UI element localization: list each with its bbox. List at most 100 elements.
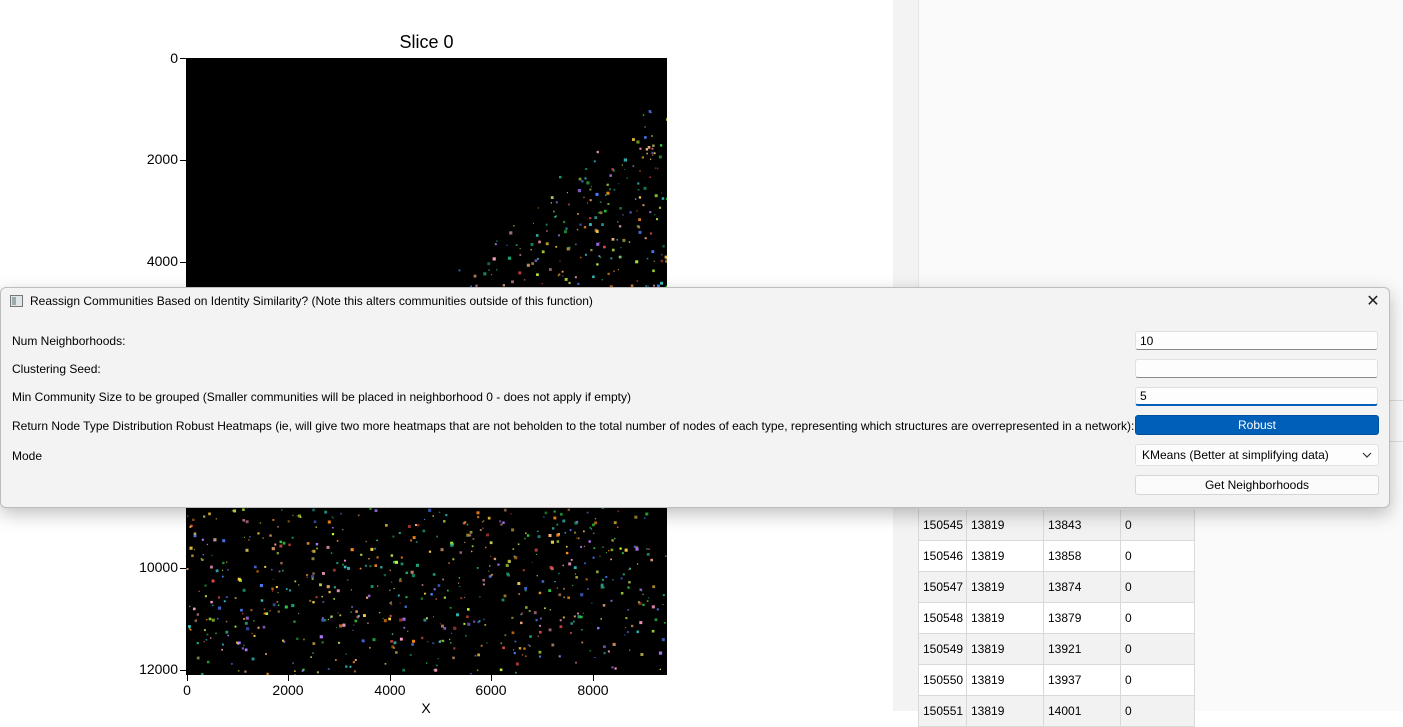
table-cell[interactable]: 150548 [919,603,967,633]
table-cell[interactable]: 150545 [919,510,967,540]
close-button[interactable]: ✕ [1366,293,1380,310]
table-row[interactable]: 150545 13819 13843 0 [919,510,1195,541]
community-pixel [422,529,426,533]
community-pixel [301,670,304,672]
table-cell[interactable]: 0 [1121,572,1195,602]
table-cell[interactable]: 13879 [1044,603,1121,633]
table-row[interactable]: 150548 13819 13879 0 [919,603,1195,634]
community-pixel [654,618,658,622]
table-cell[interactable]: 13921 [1044,634,1121,664]
dialog-titlebar[interactable]: Reassign Communities Based on Identity S… [1,288,1389,316]
table-cell[interactable]: 0 [1121,603,1195,633]
community-pixel [251,632,253,635]
table-cell[interactable]: 0 [1121,541,1195,571]
community-pixel [464,596,466,598]
table-cell[interactable]: 13937 [1044,665,1121,695]
table-cell[interactable]: 13874 [1044,572,1121,602]
table-cell[interactable]: 13843 [1044,510,1121,540]
community-pixel [474,655,477,657]
community-pixel [213,538,216,541]
community-pixel [218,596,221,599]
table-cell[interactable]: 0 [1121,665,1195,695]
table-cell[interactable]: 150551 [919,696,967,726]
community-pixel [535,553,537,555]
community-pixel [269,534,272,537]
community-pixel [291,536,294,539]
community-pixel [535,234,539,237]
community-pixel [254,565,257,569]
community-pixel [456,613,459,617]
table-row[interactable]: 150547 13819 13874 0 [919,572,1195,603]
community-pixel [599,241,601,243]
community-pixel [524,589,527,592]
table-row[interactable]: 150551 13819 14001 0 [919,696,1195,727]
table-cell[interactable]: 150550 [919,665,967,695]
community-pixel [272,519,275,521]
table-cell[interactable]: 13819 [967,572,1044,602]
table-cell[interactable]: 13819 [967,541,1044,571]
community-pixel [609,174,612,177]
community-pixel [345,653,347,655]
community-pixel [514,640,517,643]
panel-splitter[interactable] [1378,400,1403,442]
community-pixel [624,169,626,170]
table-cell[interactable]: 0 [1121,510,1195,540]
community-pixel [562,275,564,277]
community-pixel [644,126,646,128]
community-pixel [383,573,386,577]
community-pixel [533,222,534,224]
table-cell[interactable]: 13819 [967,665,1044,695]
table-cell[interactable]: 13819 [967,696,1044,726]
community-pixel [589,188,592,191]
robust-toggle-button[interactable]: Robust [1135,415,1379,435]
num-neighborhoods-input[interactable] [1135,331,1378,350]
community-pixel [441,624,444,628]
community-pixel [449,606,452,609]
table-cell[interactable]: 150546 [919,541,967,571]
community-pixel [638,218,641,221]
community-pixel [407,630,409,632]
table-cell[interactable]: 13858 [1044,541,1121,571]
community-pixel [638,196,642,199]
community-pixel [486,533,489,537]
community-pixel [445,514,448,517]
community-pixel [222,569,224,571]
community-pixel [650,112,652,114]
community-pixel [226,561,228,563]
community-pixel [330,552,333,554]
table-row[interactable]: 150549 13819 13921 0 [919,634,1195,665]
community-pixel [665,260,667,263]
community-pixel [321,641,324,644]
community-pixel [458,582,460,584]
min-community-size-input[interactable] [1135,387,1378,406]
table-cell[interactable]: 13819 [967,634,1044,664]
mode-select-value: KMeans (Better at simplifying data) [1142,448,1329,462]
community-pixel [537,258,539,260]
mode-select[interactable]: KMeans (Better at simplifying data) [1135,444,1379,466]
community-pixel [659,144,663,147]
table-cell[interactable]: 14001 [1044,696,1121,726]
table-cell[interactable]: 150549 [919,634,967,664]
community-pixel [440,548,444,552]
community-pixel [321,595,323,598]
community-pixel [646,553,650,556]
table-cell[interactable]: 13819 [967,510,1044,540]
community-pixel [434,668,438,672]
table-cell[interactable]: 13819 [967,603,1044,633]
get-neighborhoods-button[interactable]: Get Neighborhoods [1135,475,1379,495]
community-pixel [645,285,648,287]
clustering-seed-input[interactable] [1135,359,1378,378]
community-pixel [656,284,660,288]
community-pixel [487,262,491,266]
community-pixel [473,620,476,623]
table-cell[interactable]: 150547 [919,572,967,602]
table-row[interactable]: 150546 13819 13858 0 [919,541,1195,572]
community-pixel [567,596,570,600]
community-pixel [451,632,453,634]
table-cell[interactable]: 0 [1121,634,1195,664]
community-pixel [583,196,585,199]
table-row[interactable]: 150550 13819 13937 0 [919,665,1195,696]
table-cell[interactable]: 0 [1121,696,1195,726]
community-pixel [659,668,661,670]
plot-title: Slice 0 [399,32,454,52]
